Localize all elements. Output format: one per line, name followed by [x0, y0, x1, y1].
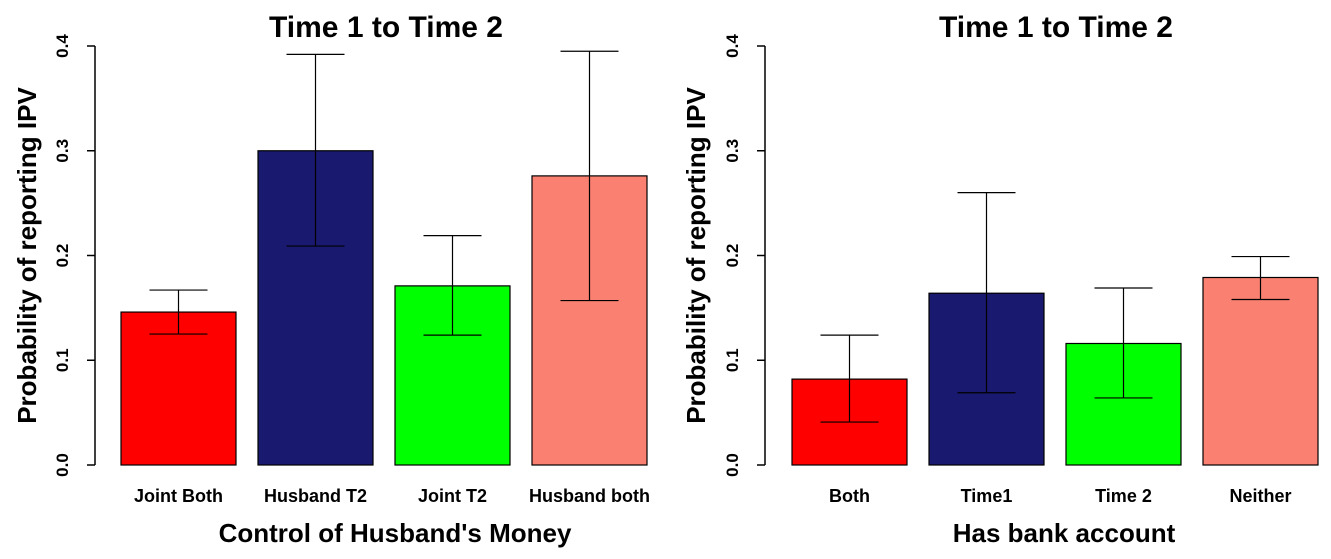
category-label: Joint Both	[134, 486, 223, 506]
y-tick-label: 0.0	[53, 453, 72, 477]
y-axis-label: Probability of reporting IPV	[681, 87, 711, 424]
bar	[121, 312, 236, 465]
y-tick-label: 0.4	[723, 34, 742, 58]
chart-title: Time 1 to Time 2	[269, 11, 503, 44]
y-tick-label: 0.2	[53, 244, 72, 268]
category-label: Both	[829, 486, 870, 506]
category-label: Husband T2	[264, 486, 367, 506]
bar	[1203, 277, 1318, 465]
bars	[121, 151, 647, 465]
y-tick-label: 0.3	[723, 139, 742, 163]
y-tick-label: 0.4	[53, 34, 72, 58]
chart-panel-left: Time 1 to Time 2 Control of Husband's Mo…	[12, 11, 650, 548]
category-label: Neither	[1229, 486, 1291, 506]
y-ticks: 0.0 0.1 0.2 0.3 0.4	[723, 34, 765, 477]
y-axis-label: Probability of reporting IPV	[12, 87, 42, 424]
category-labels: Both Time1 Time 2 Neither	[829, 486, 1292, 506]
chart-panel-right: Time 1 to Time 2 Has bank account Probab…	[681, 11, 1318, 548]
category-label: Time 2	[1095, 486, 1152, 506]
y-tick-label: 0.0	[723, 453, 742, 477]
y-tick-label: 0.1	[723, 348, 742, 372]
category-labels: Joint Both Husband T2 Joint T2 Husband both	[134, 486, 650, 506]
y-tick-label: 0.3	[53, 139, 72, 163]
x-axis-label: Control of Husband's Money	[219, 518, 572, 548]
category-label: Time1	[961, 486, 1013, 506]
category-label: Joint T2	[418, 486, 487, 506]
bars	[792, 277, 1318, 465]
y-ticks: 0.0 0.1 0.2 0.3 0.4	[53, 34, 95, 477]
category-label: Husband both	[529, 486, 650, 506]
chart-title: Time 1 to Time 2	[939, 11, 1173, 44]
y-tick-label: 0.2	[723, 244, 742, 268]
x-axis-label: Has bank account	[953, 518, 1176, 548]
y-tick-label: 0.1	[53, 348, 72, 372]
